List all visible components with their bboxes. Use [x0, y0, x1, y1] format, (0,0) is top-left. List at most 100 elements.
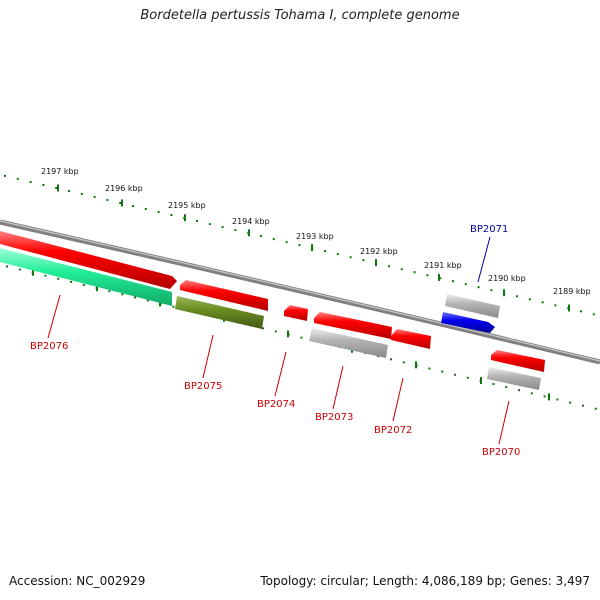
inner-minor-tick [134, 296, 136, 299]
scale-minor-tick [541, 301, 544, 304]
inner-minor-tick [594, 407, 597, 410]
scale-minor-tick [439, 277, 442, 280]
scale-minor-tick [144, 208, 147, 210]
inner-minor-tick [556, 398, 559, 401]
inner-major-tick [32, 268, 34, 276]
gene-label-bp2070[interactable]: BP2070 [482, 447, 520, 458]
scale-major-tick [248, 229, 250, 237]
scale-minor-tick [413, 271, 416, 274]
gene-bp2070-grey-feature[interactable] [487, 367, 541, 390]
inner-major-tick [287, 330, 289, 338]
scale-minor-tick [554, 304, 557, 307]
scale-minor-tick [196, 220, 198, 223]
kbp-label: 2197 kbp [41, 167, 79, 176]
scale-minor-tick [29, 181, 32, 183]
inner-minor-tick [569, 401, 572, 404]
scale-minor-tick [528, 298, 531, 301]
scale-minor-tick [349, 256, 352, 259]
scale-major-tick [503, 289, 505, 297]
inner-minor-tick [82, 284, 85, 286]
inner-minor-tick [402, 361, 405, 364]
gene-bp2073-arrow[interactable] [314, 312, 392, 339]
inner-minor-tick [492, 383, 495, 385]
inner-major-tick [96, 284, 98, 292]
gene-label-bp2073[interactable]: BP2073 [315, 412, 353, 423]
gene-bp2075-olive-feature[interactable] [175, 296, 264, 329]
kbp-scale-labels: 2197 kbp 2196 kbp 2195 kbp 2194 kbp 2193 kbp… [41, 167, 591, 296]
gene-label-bp2075[interactable]: BP2075 [184, 381, 222, 392]
kbp-label: 2193 kbp [296, 232, 334, 241]
scale-minor-tick [208, 223, 211, 226]
scale-minor-tick [477, 286, 480, 289]
kbp-label: 2190 kbp [488, 274, 526, 283]
scale-minor-tick [298, 244, 301, 247]
accession-text: Accession: NC_002929 [9, 574, 146, 588]
gene-bp2076-arrow[interactable] [0, 231, 177, 289]
rna-feature-green[interactable] [0, 248, 172, 306]
scale-minor-tick [4, 174, 6, 177]
gene-label-bp2076[interactable]: BP2076 [30, 341, 68, 352]
scale-minor-tick [119, 202, 122, 204]
inner-minor-tick [57, 277, 60, 280]
scale-minor-tick [260, 235, 262, 238]
scale-minor-tick [170, 214, 173, 216]
scale-minor-tick [68, 190, 70, 192]
gene-bp2074-arrow[interactable] [284, 305, 308, 321]
inner-minor-tick [6, 265, 8, 268]
kbp-label: 2195 kbp [168, 201, 206, 210]
inner-minor-tick [518, 389, 520, 392]
scale-major-tick [438, 273, 440, 281]
scale-major-tick [57, 184, 59, 192]
gene-bp2071-arrow[interactable] [441, 312, 495, 333]
chromosome-backbone [0, 219, 600, 365]
scale-minor-tick [42, 184, 45, 186]
scale-minor-tick [132, 205, 134, 207]
inner-major-tick [415, 361, 417, 369]
scale-minor-tick [580, 310, 582, 313]
gene-bp2071-grey-feature[interactable] [445, 294, 500, 318]
gene-label-bp2074[interactable]: BP2074 [257, 399, 295, 410]
kbp-label: 2191 kbp [424, 261, 462, 270]
inner-minor-tick [70, 280, 72, 283]
scale-minor-tick [452, 280, 454, 283]
gene-features [0, 231, 545, 390]
inner-minor-tick [530, 392, 533, 395]
inner-minor-tick [505, 386, 508, 389]
scale-minor-tick [234, 229, 237, 232]
scale-major-tick [311, 244, 313, 252]
scale-major-tick [375, 259, 377, 267]
inner-minor-tick [466, 376, 469, 379]
gene-label-bp2071[interactable]: BP2071 [470, 224, 508, 235]
inner-major-tick [548, 393, 550, 401]
scale-minor-tick [426, 274, 429, 277]
inner-minor-tick [108, 290, 111, 293]
genome-summary-text: Topology: circular; Length: 4,086,189 bp… [260, 574, 590, 588]
gene-bp2070-arrow[interactable] [491, 350, 545, 372]
scale-minor-tick [336, 253, 339, 256]
map-title: Bordetella pertussis Tohama I, complete … [140, 8, 460, 23]
inner-minor-tick [582, 404, 584, 407]
inner-minor-tick [146, 299, 149, 302]
scale-minor-tick [388, 265, 390, 268]
kbp-label: 2192 kbp [360, 247, 398, 256]
scale-minor-tick [16, 177, 19, 180]
scale-minor-tick [106, 199, 109, 201]
inner-minor-tick [121, 293, 124, 296]
gene-bp2073-grey-feature[interactable] [309, 328, 388, 358]
scale-minor-tick [592, 313, 595, 316]
scale-major-tick [568, 304, 570, 312]
scale-minor-tick [55, 187, 58, 189]
kbp-label: 2194 kbp [232, 217, 270, 226]
scale-minor-tick [157, 211, 160, 213]
gene-bp2072-arrow[interactable] [391, 329, 431, 349]
kbp-label: 2196 kbp [105, 184, 143, 193]
gene-label-bp2072[interactable]: BP2072 [374, 425, 412, 436]
gene-bp2075-arrow[interactable] [180, 280, 268, 311]
inner-minor-tick [262, 327, 264, 330]
scale-minor-tick [362, 259, 365, 262]
inner-minor-tick [454, 373, 456, 376]
inner-minor-tick [300, 336, 303, 339]
gene-label-leaders [47, 236, 510, 445]
